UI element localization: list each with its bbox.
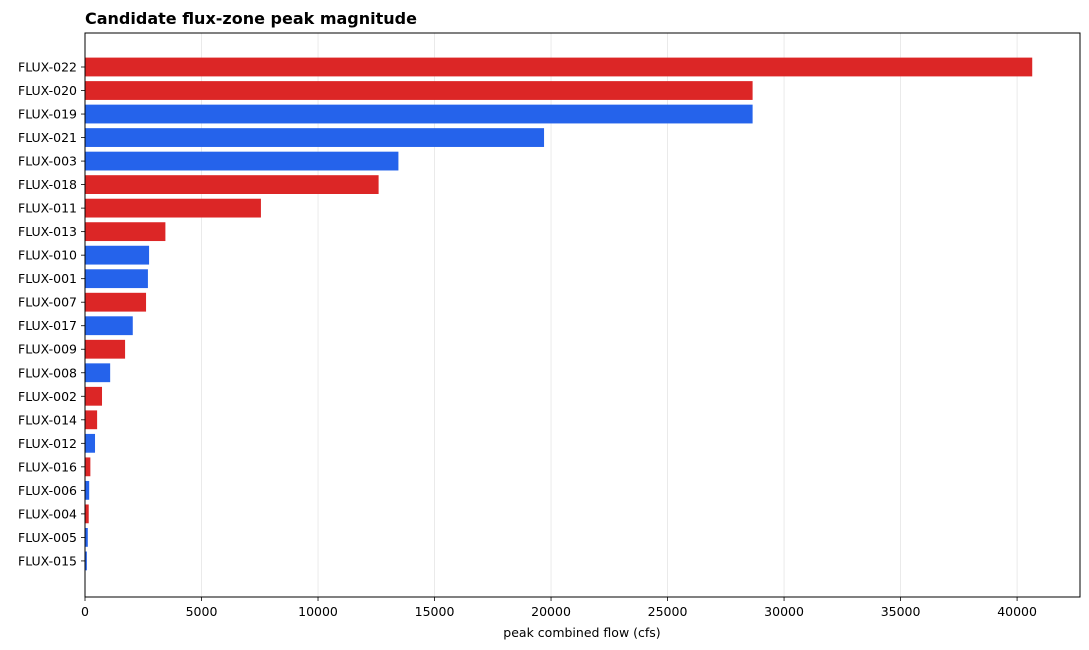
y-tick-label: FLUX-002 xyxy=(18,389,77,404)
y-tick-label: FLUX-011 xyxy=(18,201,77,216)
y-tick-label: FLUX-019 xyxy=(18,107,77,122)
y-tick-label: FLUX-015 xyxy=(18,553,77,568)
bar-flux-017 xyxy=(85,316,133,336)
y-tick-label: FLUX-004 xyxy=(18,506,77,521)
y-tick-label: FLUX-006 xyxy=(18,483,77,498)
bar-flux-006 xyxy=(85,480,90,500)
y-tick-label: FLUX-010 xyxy=(18,248,77,263)
x-tick-label: 25000 xyxy=(648,604,688,619)
y-tick-label: FLUX-003 xyxy=(18,154,77,169)
x-axis: 0 5000 10000 15000 20000 25000 30000 35000 40000 xyxy=(81,597,1037,619)
y-tick-label: FLUX-013 xyxy=(18,224,77,239)
bar-flux-003 xyxy=(85,151,399,171)
bar-flux-007 xyxy=(85,292,147,312)
y-tick-label: FLUX-014 xyxy=(18,412,77,427)
x-tick-label: 35000 xyxy=(881,604,921,619)
bar-flux-019 xyxy=(85,104,753,124)
x-tick-label: 15000 xyxy=(415,604,455,619)
bar-flux-015 xyxy=(85,551,87,571)
bar-flux-005 xyxy=(85,528,88,547)
bar-flux-013 xyxy=(85,222,166,242)
bar-flux-014 xyxy=(85,410,98,430)
bar-flux-022 xyxy=(85,57,1033,77)
y-tick-label: FLUX-016 xyxy=(18,459,77,474)
y-tick-label: FLUX-005 xyxy=(18,530,77,545)
x-tick-label: 40000 xyxy=(997,604,1037,619)
y-tick-label: FLUX-009 xyxy=(18,342,77,357)
y-tick-label: FLUX-001 xyxy=(18,271,77,286)
bar-flux-012 xyxy=(85,433,96,453)
y-tick-label: FLUX-008 xyxy=(18,365,77,380)
y-tick-label: FLUX-022 xyxy=(18,60,77,75)
gridlines xyxy=(84,33,1018,597)
bars xyxy=(85,57,1033,571)
x-tick-label: 0 xyxy=(81,604,89,619)
x-axis-label: peak combined flow (cfs) xyxy=(503,625,660,640)
bar-flux-011 xyxy=(85,198,261,218)
y-tick-label: FLUX-018 xyxy=(18,177,77,192)
y-tick-label: FLUX-012 xyxy=(18,436,77,451)
bar-flux-002 xyxy=(85,386,103,406)
y-tick-label: FLUX-017 xyxy=(18,318,77,333)
bar-flux-008 xyxy=(85,363,111,383)
y-axis: FLUX-022 FLUX-020 FLUX-019 FLUX-021 FLUX-003… xyxy=(18,60,85,568)
bar-flux-021 xyxy=(85,128,545,147)
x-tick-label: 10000 xyxy=(298,604,338,619)
bar-flux-016 xyxy=(85,457,91,477)
chart-title: Candidate flux-zone peak magnitude xyxy=(85,9,417,28)
bar-flux-010 xyxy=(85,245,150,265)
plot-frame xyxy=(84,32,1081,598)
y-tick-label: FLUX-021 xyxy=(18,130,77,145)
y-tick-label: FLUX-007 xyxy=(18,295,77,310)
x-tick-label: 5000 xyxy=(186,604,218,619)
x-tick-label: 30000 xyxy=(764,604,804,619)
bar-flux-004 xyxy=(85,504,89,524)
bar-flux-020 xyxy=(85,81,753,100)
bar-flux-001 xyxy=(85,269,148,289)
bar-flux-018 xyxy=(85,175,379,194)
x-tick-label: 20000 xyxy=(531,604,571,619)
bar-flux-009 xyxy=(85,339,126,359)
y-tick-label: FLUX-020 xyxy=(18,83,77,98)
